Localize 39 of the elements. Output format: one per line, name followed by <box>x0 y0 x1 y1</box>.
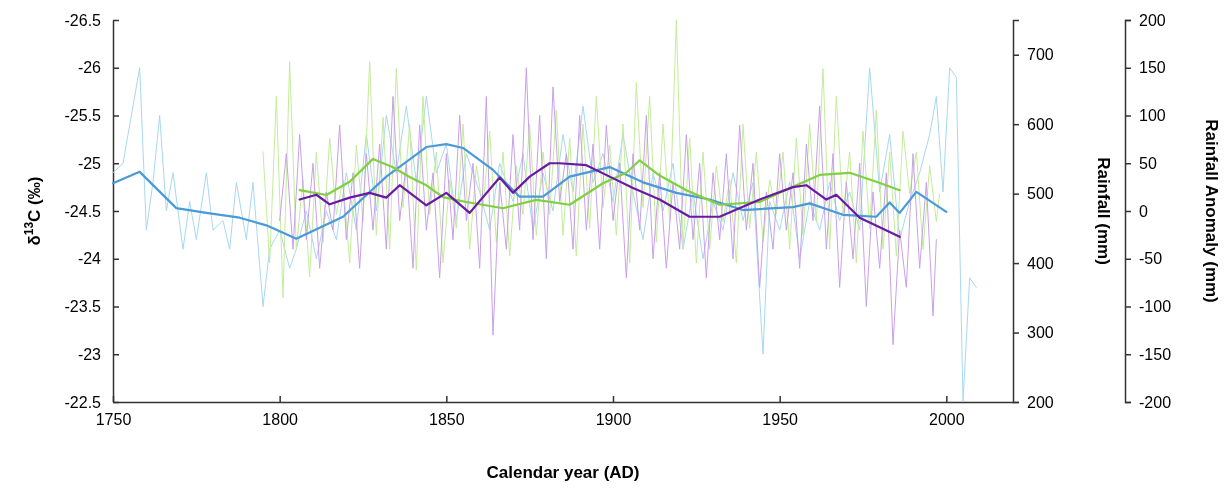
line-series <box>112 67 977 403</box>
y3-tick-label: 100 <box>1139 107 1166 125</box>
y-tick-label: -26 <box>77 59 102 77</box>
line-series <box>298 157 901 210</box>
y3-tick-label: 50 <box>1139 154 1157 172</box>
x-tick-label: 1800 <box>262 411 299 429</box>
x-tick-label: 1750 <box>95 411 132 429</box>
x-tick-label: 2000 <box>929 411 965 429</box>
y2-tick-label: 700 <box>1027 46 1054 64</box>
y2-axis-title: Rainfall (mm) <box>1094 157 1113 265</box>
y3-tick-label: 150 <box>1139 59 1166 77</box>
line-series <box>298 162 901 238</box>
line-series <box>279 67 937 346</box>
y-tick-label: -23.5 <box>64 298 102 316</box>
x-tick-label: 1850 <box>429 411 465 429</box>
y3-tick-label: -50 <box>1139 250 1163 268</box>
y3-tick-label: -150 <box>1139 345 1172 363</box>
y2-tick-label: 200 <box>1027 393 1054 411</box>
line-series <box>111 143 948 240</box>
y-tick-label: -22.5 <box>64 393 102 411</box>
x-axis-title: Calendar year (AD) <box>486 463 640 482</box>
y2-tick-label: 300 <box>1027 324 1054 342</box>
x-tick-label: 1900 <box>595 411 632 429</box>
y3-tick-label: 200 <box>1139 11 1166 29</box>
y-tick-label: -26.5 <box>64 11 102 29</box>
y-tick-label: -25 <box>77 154 102 172</box>
y2-tick-label: 400 <box>1027 254 1054 272</box>
y-tick-label: -24.5 <box>64 202 102 220</box>
y-tick-label: -24 <box>77 250 102 268</box>
y2-tick-label: 600 <box>1027 115 1054 133</box>
y-tick-label: -23 <box>77 345 102 363</box>
y3-axis-title: Rainfall Anomaly (mm) <box>1202 119 1221 303</box>
line-series <box>262 19 941 299</box>
y3-tick-label: 0 <box>1139 202 1148 220</box>
y2-tick-label: 500 <box>1027 185 1054 203</box>
y-tick-label: -25.5 <box>64 107 102 125</box>
y3-tick-label: -200 <box>1139 393 1172 411</box>
y3-tick-label: -100 <box>1139 298 1172 316</box>
x-tick-label: 1950 <box>762 411 799 429</box>
